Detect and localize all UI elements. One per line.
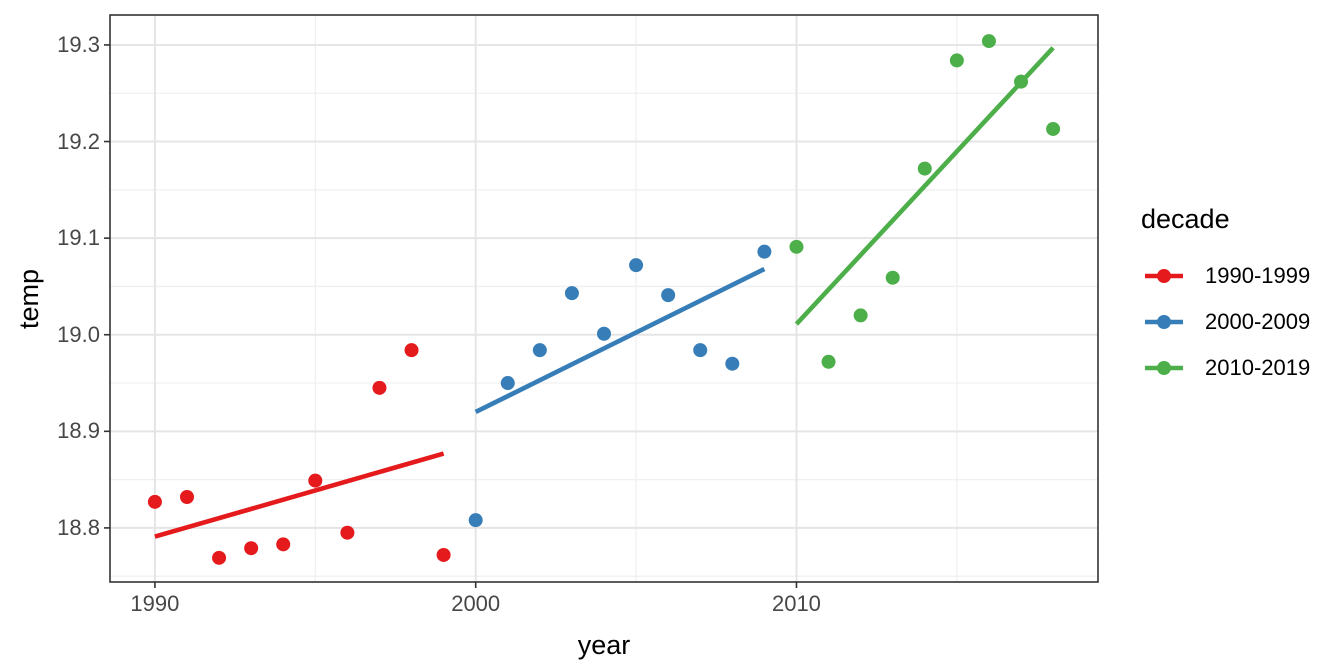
data-point <box>179 489 194 504</box>
data-point <box>147 494 162 509</box>
x-axis-title: year <box>577 630 631 660</box>
data-point <box>789 239 804 254</box>
legend-title: decade <box>1141 204 1230 234</box>
legend-entry: 1990-1999 <box>1141 265 1341 287</box>
data-point <box>500 376 515 391</box>
y-tick-label: 18.8 <box>57 514 100 540</box>
trend-line <box>154 451 445 539</box>
data-point <box>212 550 227 565</box>
y-tick-label: 19.0 <box>57 321 100 347</box>
legend-key-line-point-icon <box>1145 361 1183 375</box>
legend-label: 2000-2009 <box>1205 309 1311 334</box>
legend-label: 1990-1999 <box>1205 263 1311 288</box>
data-point <box>629 258 644 273</box>
x-tick-label: 2000 <box>451 591 501 616</box>
y-tick-label: 19.1 <box>57 225 100 251</box>
y-tick-label: 19.3 <box>57 31 100 57</box>
legend: decade 1990-1999 2000-2009 2010-2019 <box>1141 203 1341 403</box>
data-point <box>1046 121 1061 136</box>
panel-background <box>110 15 1098 582</box>
trend-line <box>474 266 766 415</box>
data-point <box>404 343 419 358</box>
data-point <box>1014 74 1029 89</box>
data-point <box>372 380 387 395</box>
legend-label: 2010-2019 <box>1205 355 1311 380</box>
data-point <box>308 473 323 488</box>
trend-line <box>794 46 1055 326</box>
data-point <box>885 270 900 285</box>
data-point <box>853 308 868 323</box>
data-point <box>276 537 291 552</box>
legend-entry: 2010-2019 <box>1141 357 1341 379</box>
data-point <box>981 34 996 49</box>
data-point <box>661 288 676 303</box>
y-tick-label: 18.9 <box>57 418 100 444</box>
data-point <box>564 286 579 301</box>
legend-key-line-point-icon <box>1145 269 1183 283</box>
panel-border <box>109 14 1099 583</box>
legend-entry: 2000-2009 <box>1141 311 1341 333</box>
legend-key-line-point-icon <box>1145 315 1183 329</box>
data-point <box>468 513 483 528</box>
data-point <box>597 326 611 341</box>
data-point <box>340 525 355 540</box>
data-point <box>821 354 836 369</box>
x-tick-label: 1990 <box>130 591 180 616</box>
data-point <box>436 547 451 562</box>
data-point <box>244 541 259 556</box>
data-point <box>917 161 932 176</box>
data-point <box>693 343 708 358</box>
data-point <box>532 343 547 358</box>
x-tick-label: 2010 <box>771 591 821 616</box>
data-point <box>949 53 964 68</box>
y-tick-label: 19.2 <box>57 128 100 154</box>
data-point <box>757 244 772 259</box>
data-point <box>725 356 740 371</box>
y-axis-title: temp <box>14 268 44 330</box>
